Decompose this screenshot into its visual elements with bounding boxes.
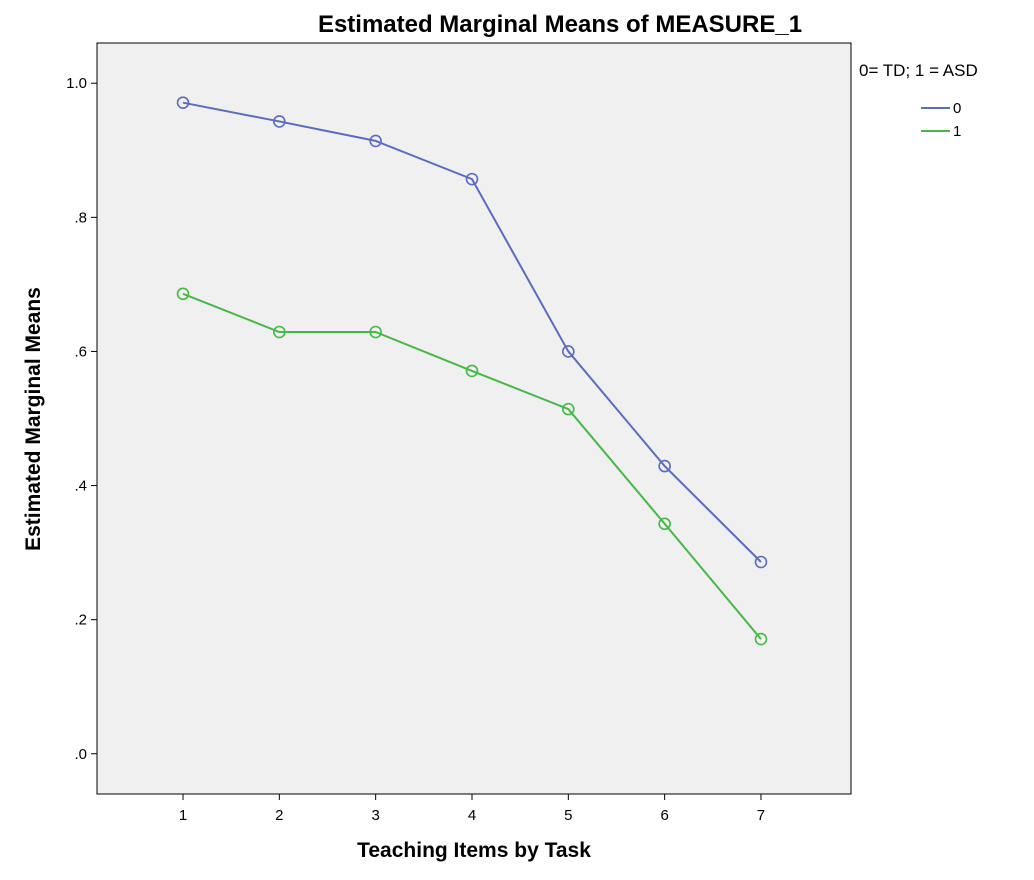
y-tick-label: .0: [74, 746, 87, 763]
y-tick-label: .6: [74, 343, 87, 360]
legend-items: 01: [921, 100, 961, 140]
x-axis: 1 2 3 4 5 6 7: [179, 794, 765, 824]
data-point-series-0: [273, 115, 286, 128]
y-tick-label: .4: [74, 478, 87, 495]
data-point-series-1: [754, 632, 768, 646]
y-tick-label: .2: [74, 612, 87, 629]
data-point-series-1: [369, 325, 382, 339]
y-axis: .0 .2 .4 .6 .8 1.0: [66, 75, 97, 763]
data-point-series-1: [658, 517, 671, 531]
x-tick-label: 4: [468, 807, 476, 824]
data-point-series-0: [176, 96, 190, 109]
series-layer: [176, 96, 768, 646]
legend-label-0: 0: [953, 100, 961, 117]
x-axis-title: Teaching Items by Task: [357, 839, 591, 862]
data-point-series-1: [562, 402, 575, 416]
data-point-series-0: [465, 172, 479, 186]
x-tick-label: 2: [275, 807, 283, 824]
y-tick-label: .8: [74, 209, 87, 226]
x-tick-label: 1: [179, 807, 187, 824]
legend-label-1: 1: [953, 123, 961, 140]
x-tick-label: 3: [371, 807, 379, 824]
data-point-series-1: [176, 287, 190, 301]
series-line-0: [182, 101, 762, 563]
data-point-series-0: [369, 134, 382, 148]
plot-area: [96, 42, 852, 795]
x-tick-label: 5: [564, 807, 572, 824]
data-point-series-0: [754, 555, 768, 569]
legend: 0= TD; 1 = ASD 01: [859, 61, 978, 140]
y-tick-label: 1.0: [66, 75, 87, 92]
x-tick-label: 6: [660, 807, 668, 824]
x-tick-label: 7: [757, 807, 765, 824]
data-point-series-0: [562, 345, 575, 358]
chart-title: Estimated Marginal Means of MEASURE_1: [318, 11, 802, 38]
legend-title: 0= TD; 1 = ASD: [859, 61, 978, 80]
y-axis-title: Estimated Marginal Means: [22, 287, 45, 551]
series-line-1: [182, 292, 762, 640]
data-point-series-0: [658, 459, 671, 473]
data-point-series-1: [465, 364, 479, 378]
data-point-series-1: [273, 325, 286, 339]
